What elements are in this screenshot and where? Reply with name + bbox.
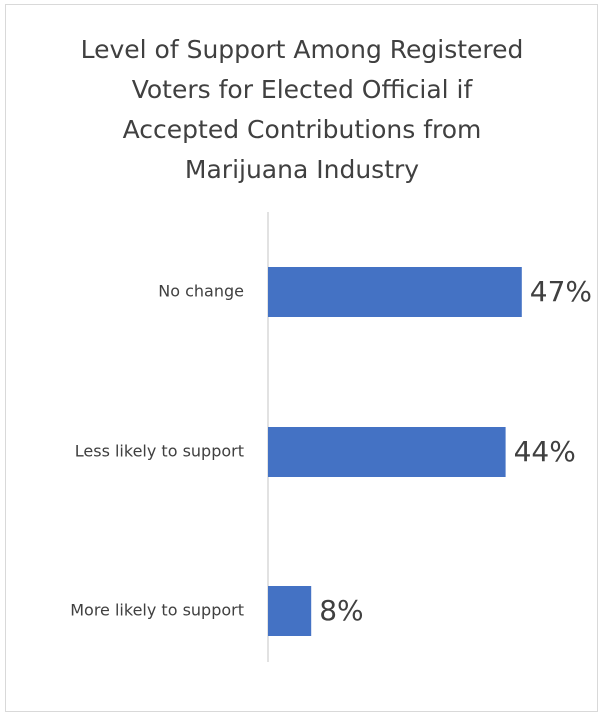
chart-title-line-4: Marijuana Industry <box>184 155 420 184</box>
bar-1 <box>268 267 522 317</box>
chart-title-line-2: Voters for Elected Official if <box>131 75 473 104</box>
category-label-1: No change <box>158 282 244 301</box>
data-label-3: 8% <box>319 594 363 627</box>
chart-title: Level of Support Among Registered Voters… <box>0 30 604 190</box>
chart-title-line-1: Level of Support Among Registered <box>80 35 524 64</box>
bar-3 <box>268 586 312 636</box>
data-label-2: 44% <box>514 435 576 468</box>
category-label-3: More likely to support <box>70 601 244 620</box>
data-label-1: 47% <box>530 275 592 308</box>
category-label-2: Less likely to support <box>75 442 244 461</box>
chart-title-line-3: Accepted Contributions from <box>122 115 482 144</box>
bar-2 <box>268 427 506 477</box>
